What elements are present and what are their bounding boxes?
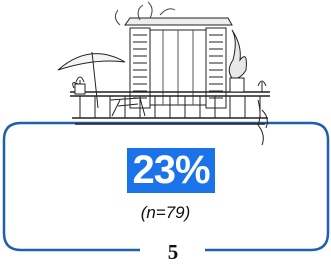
page-number: 5 bbox=[153, 240, 193, 265]
illustration-and-frame bbox=[0, 0, 331, 264]
page: 23% (n=79) 5 (() => { const data = JSON.… bbox=[0, 0, 331, 264]
balcony-sketch bbox=[58, 2, 270, 145]
percentage-value: 23% bbox=[127, 148, 215, 193]
sample-size: (n=79) bbox=[0, 203, 331, 223]
